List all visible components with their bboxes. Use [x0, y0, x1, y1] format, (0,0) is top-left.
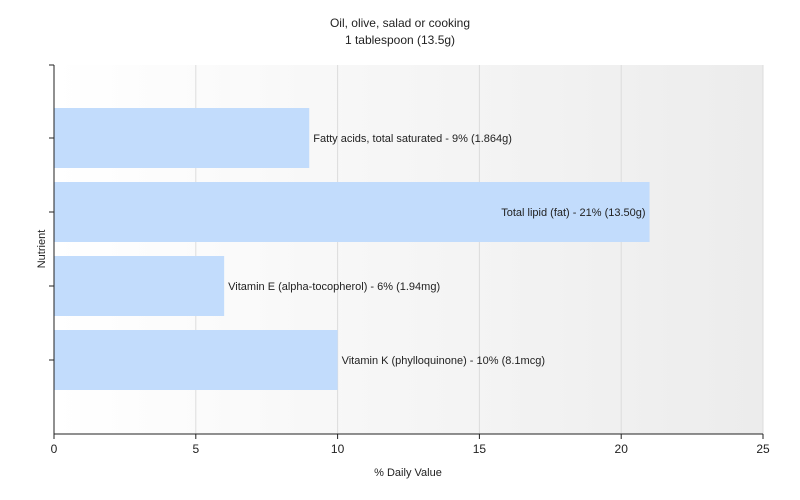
x-tick-label: 10 — [331, 442, 345, 456]
bar — [54, 256, 225, 316]
bar — [54, 108, 310, 168]
bar — [54, 330, 338, 390]
bars: Fatty acids, total saturated - 9% (1.864… — [54, 108, 650, 390]
x-tick-label: 5 — [192, 442, 199, 456]
bar-data-label: Vitamin E (alpha-tocopherol) - 6% (1.94m… — [228, 281, 440, 293]
axes: 0 5 10 15 20 25 — [49, 64, 770, 456]
chart-subtitle: 1 tablespoon (13.5g) — [345, 33, 455, 47]
x-tick-label: 25 — [756, 442, 770, 456]
bar-data-label: Total lipid (fat) - 21% (13.50g) — [501, 207, 645, 219]
x-tick-label: 0 — [51, 442, 58, 456]
x-tick-label: 20 — [615, 442, 629, 456]
bar-data-label: Fatty acids, total saturated - 9% (1.864… — [313, 133, 512, 145]
bar-data-label: Vitamin K (phylloquinone) - 10% (8.1mcg) — [342, 355, 545, 367]
chart-title: Oil, olive, salad or cooking — [330, 16, 470, 30]
x-axis-title: % Daily Value — [374, 467, 442, 479]
bar — [54, 182, 650, 242]
y-axis-title: Nutrient — [36, 230, 48, 269]
x-tick-label: 15 — [473, 442, 487, 456]
